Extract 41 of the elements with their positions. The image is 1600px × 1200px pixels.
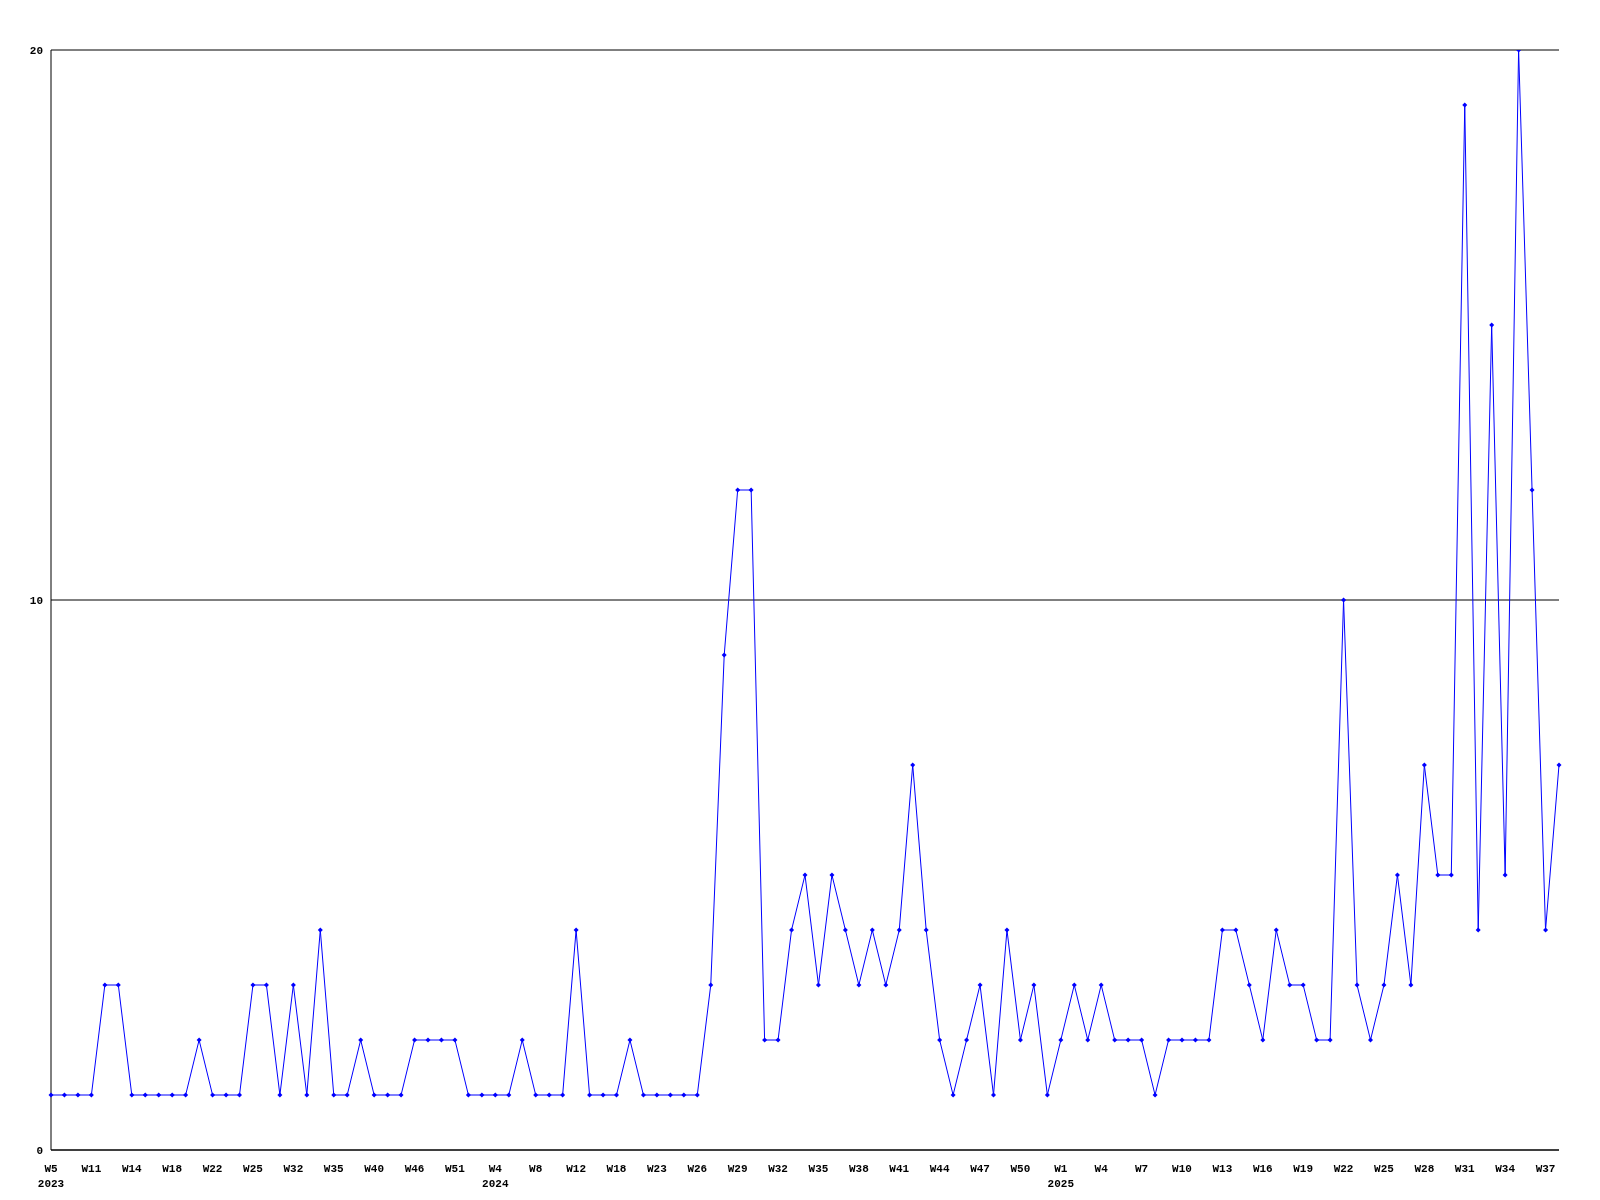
x-tick-label: W32 [283, 1163, 304, 1175]
x-tick-label: W18 [606, 1163, 627, 1175]
x-tick-label: W44 [929, 1163, 950, 1175]
x-tick-label: W38 [848, 1163, 870, 1175]
x-tick-label: W34 [1495, 1163, 1516, 1175]
x-tick-label: W19 [1293, 1163, 1314, 1175]
x-tick-label: W51 [445, 1163, 466, 1175]
x-tick-label: W29 [727, 1163, 748, 1175]
x-tick-label: W4 [1094, 1163, 1109, 1175]
x-tick-label: W25 [1374, 1163, 1395, 1175]
x-tick-label: W23 [646, 1163, 668, 1175]
x-tick-label: W47 [970, 1163, 990, 1175]
x-tick-label: W13 [1212, 1163, 1233, 1175]
x-tick-label: W18 [162, 1163, 183, 1175]
x-tick-label: W50 [1010, 1163, 1031, 1175]
x-tick-label: W35 [323, 1163, 345, 1175]
x-tick-label: W12 [566, 1163, 587, 1175]
x-tick-label: W10 [1172, 1163, 1192, 1175]
x-tick-label: W14 [121, 1163, 143, 1175]
x-tick-label: W8 [529, 1163, 543, 1175]
x-tick-label: W37 [1535, 1163, 1556, 1175]
x-tick-label: W16 [1252, 1163, 1273, 1175]
x-tick-label: W1 2025 [1047, 1163, 1075, 1190]
x-tick-label: W41 [889, 1163, 910, 1175]
x-tick-label: W31 [1454, 1163, 1476, 1175]
y-tick-label: 20 [29, 44, 43, 57]
x-tick-label: W4 2024 [482, 1163, 509, 1190]
x-tick-label: W25 [243, 1163, 264, 1175]
x-tick-label: W11 [81, 1163, 102, 1175]
x-tick-label: W26 [687, 1163, 708, 1175]
x-tick-label: W22 [202, 1163, 223, 1175]
y-tick-label: 0 [36, 1144, 43, 1157]
x-tick-label: W46 [404, 1163, 425, 1175]
x-tick-label: W22 [1333, 1163, 1354, 1175]
x-tick-label: W32 [768, 1163, 788, 1175]
x-tick-label: W7 [1135, 1163, 1149, 1175]
x-tick-label: W35 [808, 1163, 829, 1175]
y-tick-label: 10 [29, 594, 43, 607]
x-tick-label: W5 2023 [37, 1163, 65, 1190]
x-tick-label: W40 [364, 1163, 385, 1175]
x-tick-label: W28 [1414, 1163, 1435, 1175]
